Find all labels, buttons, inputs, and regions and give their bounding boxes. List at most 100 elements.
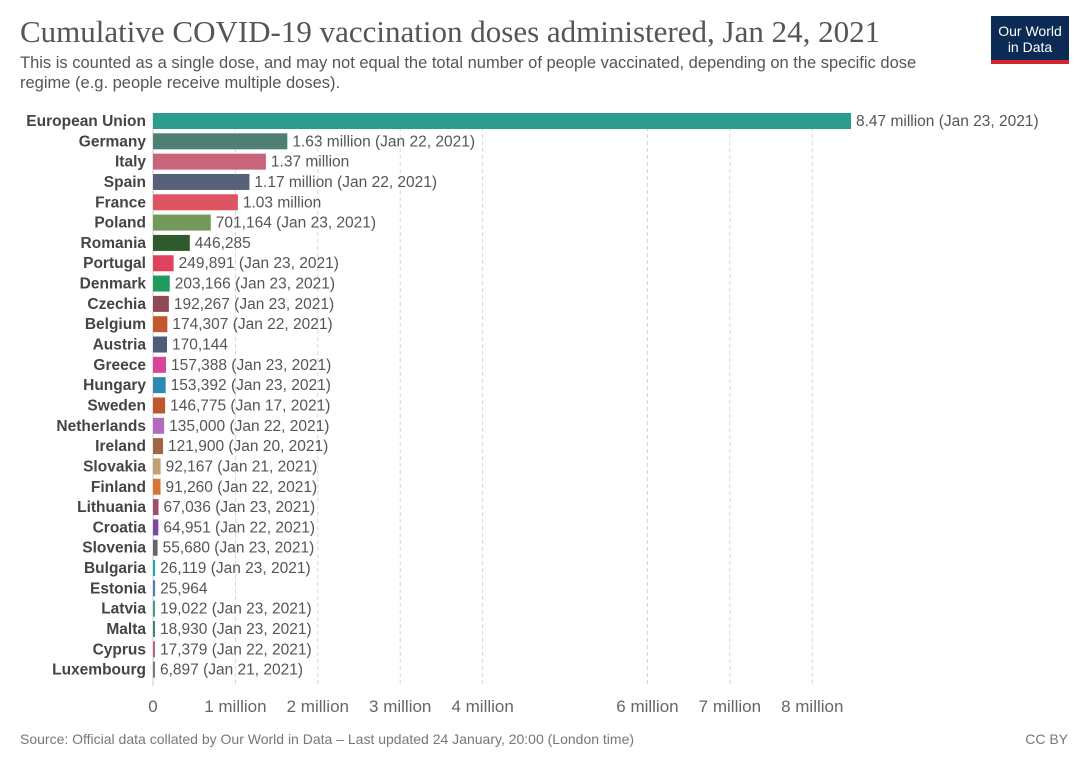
value-label: 192,267 (Jan 23, 2021)	[174, 296, 334, 313]
value-label: 18,930 (Jan 23, 2021)	[160, 621, 312, 638]
category-label: Hungary	[83, 377, 146, 394]
bar	[153, 478, 161, 495]
category-label: Greece	[93, 357, 146, 374]
bar	[153, 356, 166, 373]
value-label: 64,951 (Jan 22, 2021)	[163, 519, 315, 536]
value-label: 26,119 (Jan 23, 2021)	[160, 560, 311, 577]
bar	[153, 641, 155, 658]
chart-subtitle: This is counted as a single dose, and ma…	[20, 54, 917, 92]
bar	[153, 336, 168, 353]
value-label: 249,891 (Jan 23, 2021)	[179, 255, 339, 272]
category-label: Austria	[93, 337, 147, 354]
x-tick-label: 4 million	[451, 697, 513, 716]
bar	[153, 214, 211, 231]
category-label: Netherlands	[56, 418, 146, 435]
bar	[153, 133, 288, 150]
bar	[153, 499, 159, 516]
value-label: 157,388 (Jan 23, 2021)	[171, 357, 331, 374]
value-label: 92,167 (Jan 21, 2021)	[166, 458, 318, 475]
category-label: Malta	[106, 621, 146, 638]
category-label: France	[95, 194, 146, 211]
bar	[153, 580, 156, 597]
bar	[153, 397, 166, 414]
category-label: Spain	[104, 174, 146, 191]
bar	[153, 560, 156, 577]
value-label: 19,022 (Jan 23, 2021)	[160, 601, 312, 618]
bar	[153, 377, 166, 394]
x-tick-label: 6 million	[616, 697, 678, 716]
bar-chart: 0 1 million 2 million 3 million 4 million 6 m…	[26, 113, 1039, 716]
category-label: Germany	[79, 133, 147, 150]
x-tick-label: 8 million	[781, 697, 843, 716]
value-label: 146,775 (Jan 17, 2021)	[170, 397, 330, 414]
value-label: 6,897 (Jan 21, 2021)	[160, 662, 303, 679]
logo-line-1: Our World	[998, 23, 1062, 39]
category-label: Finland	[91, 479, 146, 496]
logo-line-2: in Data	[1007, 39, 1053, 55]
bar	[153, 295, 169, 312]
bar	[153, 113, 851, 129]
license-link[interactable]: CC BY	[1025, 731, 1068, 747]
bar	[153, 458, 161, 475]
value-label: 135,000 (Jan 22, 2021)	[169, 418, 329, 435]
category-label: Cyprus	[93, 641, 146, 658]
bar	[153, 519, 159, 536]
category-label: Bulgaria	[84, 560, 146, 577]
bar	[153, 234, 190, 251]
category-label: Slovenia	[82, 540, 146, 557]
value-label: 1.03 million	[243, 194, 321, 211]
bar	[153, 255, 174, 272]
category-label: Sweden	[87, 397, 146, 414]
owid-logo[interactable]: Our World in Data	[991, 16, 1069, 64]
value-label: 67,036 (Jan 23, 2021)	[164, 499, 316, 516]
category-label: Croatia	[93, 519, 147, 536]
bar	[153, 153, 266, 170]
category-label: European Union	[26, 113, 146, 130]
value-label: 1.17 million (Jan 22, 2021)	[254, 174, 437, 191]
category-label: Italy	[115, 154, 146, 171]
value-label: 174,307 (Jan 22, 2021)	[172, 316, 332, 333]
category-label: Slovakia	[83, 458, 146, 475]
bar	[153, 173, 250, 190]
category-label: Poland	[94, 215, 146, 232]
bar	[153, 600, 155, 617]
x-tick-label: 3 million	[369, 697, 431, 716]
bar	[153, 275, 170, 292]
value-label: 91,260 (Jan 22, 2021)	[166, 479, 318, 496]
category-label: Czechia	[87, 296, 146, 313]
bar	[153, 417, 165, 434]
bar	[153, 194, 238, 211]
chart-title: Cumulative COVID-19 vaccination doses ad…	[20, 14, 881, 49]
value-label: 121,900 (Jan 20, 2021)	[168, 438, 328, 455]
value-label: 1.63 million (Jan 22, 2021)	[292, 133, 475, 150]
bar	[153, 621, 155, 637]
category-label: Belgium	[85, 316, 146, 333]
x-tick-label: 7 million	[699, 697, 761, 716]
bar	[153, 661, 155, 678]
category-label: Estonia	[90, 580, 146, 597]
bar	[153, 316, 168, 333]
category-label: Latvia	[101, 601, 146, 618]
value-label: 153,392 (Jan 23, 2021)	[171, 377, 331, 394]
source-note: Source: Official data collated by Our Wo…	[20, 731, 635, 747]
x-tick-label: 1 million	[204, 697, 266, 716]
category-label: Luxembourg	[52, 662, 146, 679]
category-label: Romania	[81, 235, 147, 252]
value-label: 8.47 million (Jan 23, 2021)	[856, 113, 1039, 130]
category-label: Ireland	[95, 438, 146, 455]
category-label: Portugal	[83, 255, 146, 272]
bar	[153, 539, 158, 556]
value-label: 25,964	[160, 580, 208, 597]
category-label: Denmark	[80, 276, 147, 293]
value-label: 446,285	[195, 235, 251, 252]
value-label: 701,164 (Jan 23, 2021)	[216, 215, 376, 232]
value-label: 17,379 (Jan 22, 2021)	[160, 641, 312, 658]
x-tick-label: 0	[148, 697, 157, 716]
x-tick-label: 2 million	[287, 697, 349, 716]
category-label: Lithuania	[77, 499, 146, 516]
value-label: 203,166 (Jan 23, 2021)	[175, 276, 335, 293]
value-label: 170,144	[172, 337, 228, 354]
value-label: 1.37 million	[271, 154, 349, 171]
value-label: 55,680 (Jan 23, 2021)	[163, 540, 315, 557]
bar	[153, 438, 164, 455]
